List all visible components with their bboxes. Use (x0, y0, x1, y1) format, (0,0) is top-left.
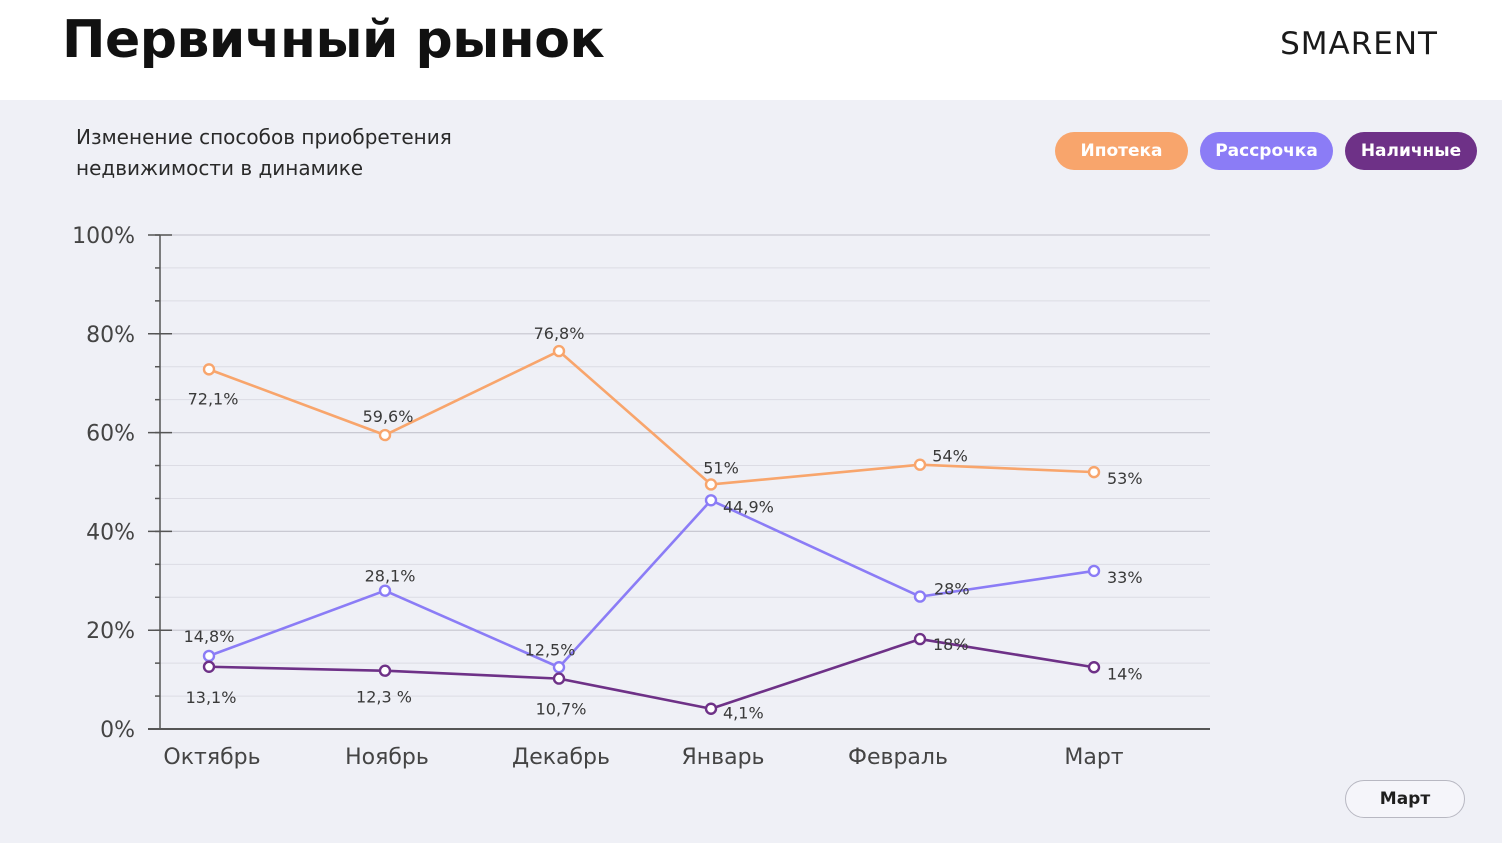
data-point-installment (704, 494, 718, 507)
data-point-installment (913, 590, 927, 603)
data-label-cash: 13,1% (186, 688, 237, 707)
chart-panel (0, 100, 1502, 843)
data-point-cash (202, 660, 216, 673)
data-label-mortgage: 59,6% (363, 407, 414, 426)
data-label-installment: 14,8% (184, 627, 235, 646)
x-tick-label: Февраль (848, 745, 948, 770)
data-label-cash: 10,7% (536, 700, 587, 719)
data-point-mortgage (1087, 465, 1101, 479)
x-tick-label: Октябрь (163, 745, 260, 770)
data-label-cash: 18% (933, 635, 969, 654)
data-point-mortgage (704, 478, 718, 491)
y-tick-label: 40% (86, 520, 135, 545)
legend-chip-mortgage[interactable]: Ипотека (1055, 132, 1188, 170)
data-label-mortgage: 53% (1107, 469, 1143, 488)
y-tick-label: 60% (86, 422, 135, 447)
series-line-cash (208, 637, 1095, 711)
chart-subtitle: Изменение способов приобретения недвижим… (76, 125, 452, 180)
x-tick-label: Январь (681, 745, 764, 770)
data-label-cash: 12,3 % (356, 688, 412, 707)
data-point-installment (378, 584, 392, 597)
y-tick-label: 80% (86, 323, 135, 348)
data-label-mortgage: 76,8% (534, 324, 585, 343)
data-label-mortgage: 51% (703, 458, 739, 477)
y-tick-label: 20% (86, 619, 135, 644)
series-line-installment (208, 498, 1095, 669)
data-point-mortgage (552, 344, 566, 358)
brand-logo: SMARENT (1280, 26, 1438, 62)
x-tick-label: Ноябрь (345, 745, 429, 770)
data-point-installment (1087, 564, 1101, 578)
data-label-installment: 33% (1107, 568, 1143, 587)
data-label-installment: 12,5% (525, 640, 576, 659)
data-point-cash (1087, 661, 1101, 674)
data-label-installment: 44,9% (723, 497, 774, 516)
data-label-mortgage: 54% (932, 447, 968, 466)
month-select-button[interactable]: Март (1345, 780, 1465, 818)
data-point-cash (552, 672, 566, 685)
data-label-installment: 28,1% (365, 567, 416, 586)
data-point-mortgage (202, 363, 216, 376)
series-line-mortgage (208, 349, 1095, 486)
data-label-cash: 4,1% (723, 704, 764, 723)
data-point-cash (704, 702, 718, 715)
x-tick-label: Март (1064, 745, 1123, 770)
data-point-mortgage (378, 428, 392, 442)
legend-chip-cash[interactable]: Наличные (1345, 132, 1477, 170)
data-label-cash: 14% (1107, 664, 1143, 683)
legend-chip-installment[interactable]: Рассрочка (1200, 132, 1333, 170)
header: Первичный рынок SMARENT (0, 0, 1502, 100)
data-point-cash (913, 632, 927, 646)
y-tick-label: 0% (100, 718, 135, 743)
data-point-installment (202, 649, 216, 663)
page-title: Первичный рынок (62, 10, 605, 70)
data-label-mortgage: 72,1% (188, 389, 239, 408)
y-tick-label: 100% (72, 224, 135, 249)
data-point-installment (552, 661, 566, 674)
data-label-installment: 28% (934, 580, 970, 599)
data-point-mortgage (913, 458, 927, 471)
x-tick-label: Декабрь (512, 745, 610, 770)
data-point-cash (378, 664, 392, 677)
chart-legend: Ипотека Рассрочка Наличные (1055, 132, 1477, 170)
